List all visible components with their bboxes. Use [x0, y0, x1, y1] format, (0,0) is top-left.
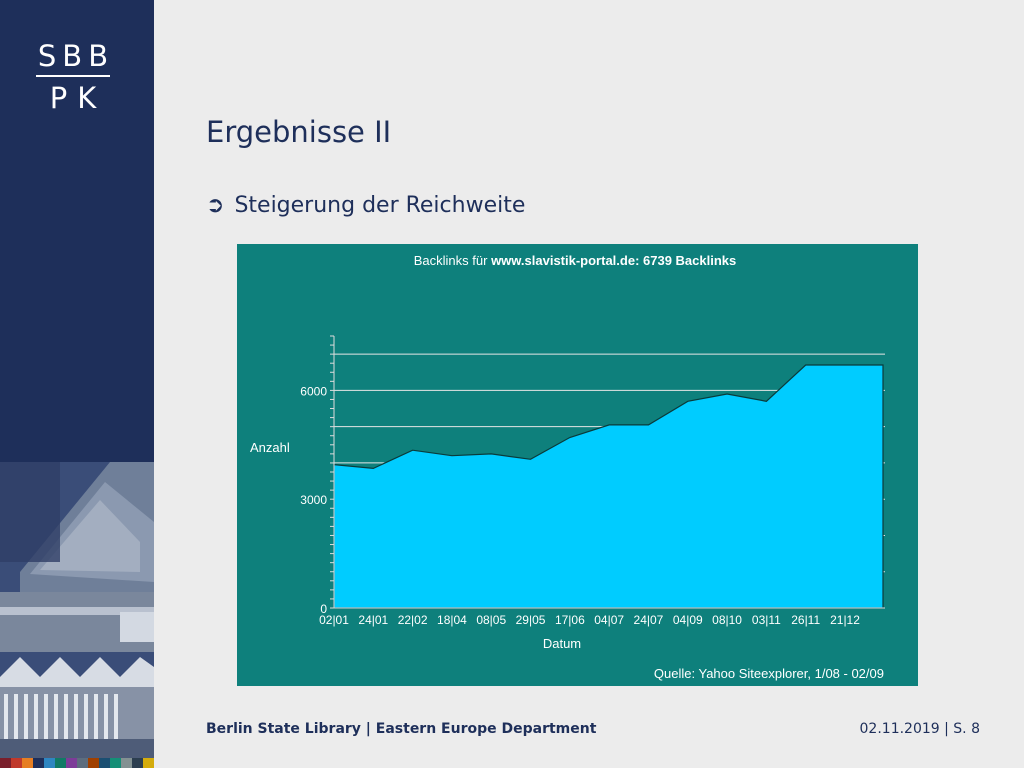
- logo-line-2: PK: [49, 81, 107, 115]
- x-tick-label: 29|05: [516, 613, 546, 627]
- bullet-text: Steigerung der Reichweite: [234, 193, 526, 218]
- x-tick-label: 08|10: [712, 613, 742, 627]
- sidebar: SBB PK: [0, 0, 154, 768]
- backlinks-chart: Backlinks für www.slavistik-portal.de: 6…: [237, 244, 918, 686]
- x-tick-label: 04|09: [673, 613, 703, 627]
- chart-title-bold: www.slavistik-portal.de: 6739 Backlinks: [490, 253, 736, 268]
- x-tick-label: 26|11: [791, 613, 820, 627]
- y-ticks: 0 3000 6000: [300, 335, 334, 616]
- x-tick-label: 22|02: [398, 613, 428, 627]
- x-tick-label: 21|12: [830, 613, 860, 627]
- chart-source: Quelle: Yahoo Siteexplorer, 1/08 - 02/09: [654, 666, 884, 681]
- chart-title: Backlinks für www.slavistik-portal.de: 6…: [414, 253, 737, 268]
- footer-date-page: 02.11.2019 | S. 8: [859, 721, 980, 737]
- y-tick-label: 3000: [300, 493, 327, 507]
- x-ticks: 02|01 24|01 22|02 18|04 08|05 29|05 17|06 04|07…: [319, 613, 860, 627]
- bullet-item: ➲ Steigerung der Reichweite: [206, 193, 525, 218]
- x-tick-label: 24|01: [358, 613, 388, 627]
- sbb-pk-logo: SBB PK: [30, 40, 116, 114]
- logo-divider: [36, 75, 110, 77]
- x-axis-label: Datum: [543, 636, 581, 651]
- x-tick-label: 24|07: [634, 613, 664, 627]
- chart-canvas: Backlinks für www.slavistik-portal.de: 6…: [250, 253, 885, 681]
- x-tick-label: 04|07: [594, 613, 624, 627]
- y-tick-label: 0: [320, 602, 327, 616]
- x-tick-label: 08|05: [476, 613, 506, 627]
- x-tick-label: 18|04: [437, 613, 467, 627]
- x-tick-label: 17|06: [555, 613, 585, 627]
- x-tick-label: 02|01: [319, 613, 349, 627]
- x-tick-label: 03|11: [752, 613, 781, 627]
- circled-right-arrow-icon: ➲: [206, 193, 225, 218]
- y-tick-label: 6000: [300, 384, 327, 398]
- color-stripe: [0, 758, 154, 768]
- logo-line-1: SBB: [37, 39, 115, 73]
- chart-title-prefix: Backlinks für: [414, 253, 491, 268]
- slide-title: Ergebnisse II: [206, 115, 392, 149]
- y-axis-label: Anzahl: [250, 440, 290, 455]
- data-area: [333, 364, 884, 609]
- building-photo: [0, 462, 154, 768]
- footer-institution: Berlin State Library | Eastern Europe De…: [206, 721, 597, 737]
